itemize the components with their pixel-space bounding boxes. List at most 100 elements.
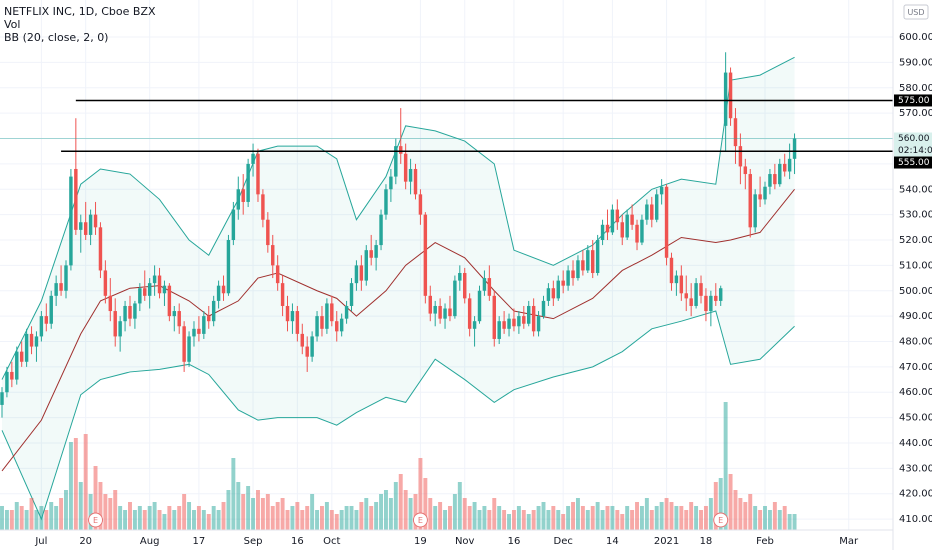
candle-body	[723, 72, 728, 126]
volume-bar	[733, 490, 738, 530]
candle-body	[93, 214, 98, 228]
candle-body	[428, 295, 432, 314]
currency-box[interactable]	[903, 4, 929, 20]
volume-bar	[201, 510, 206, 530]
candle-body	[605, 224, 610, 233]
volume-bar	[19, 506, 24, 530]
candle-body	[266, 219, 270, 246]
y-tick-label: 480.00	[899, 336, 932, 347]
y-tick-label: 430.00	[899, 463, 932, 474]
volume-bar	[674, 506, 679, 530]
candle-body	[69, 176, 73, 266]
candle-body	[590, 250, 595, 273]
volume-bar	[83, 434, 88, 530]
x-tick-label: Dec	[554, 536, 573, 547]
candle-body	[763, 186, 767, 200]
candle-body	[610, 209, 615, 233]
y-tick-label: 600.00	[899, 32, 932, 43]
y-tick-label: 490.00	[899, 311, 932, 322]
volume-bar	[182, 494, 187, 530]
volume-bar	[44, 510, 49, 530]
candle-body	[699, 283, 703, 296]
y-tick-label: 510.00	[899, 260, 932, 271]
volume-bar	[644, 498, 649, 530]
x-tick-label: Feb	[756, 536, 774, 547]
volume-bar	[398, 474, 403, 530]
level-label-box	[894, 94, 932, 107]
volume-bar	[142, 510, 147, 530]
volume-bar	[275, 502, 280, 530]
volume-bar	[265, 494, 270, 530]
volume-bar	[73, 438, 78, 530]
volume-bar	[320, 506, 324, 530]
chart-title: NETFLIX INC, 1D, Cboe BZX	[4, 5, 156, 18]
volume-bar	[571, 502, 575, 530]
volume-bar	[748, 494, 753, 530]
candle-body	[162, 285, 167, 294]
event-marker	[412, 512, 428, 528]
y-tick-label: 440.00	[899, 438, 932, 449]
y-tick-label: 540.00	[899, 184, 932, 195]
candle-body	[477, 290, 482, 322]
candle-body	[438, 305, 442, 319]
candle-body	[44, 316, 49, 324]
volume-bar	[295, 502, 300, 530]
candle-body	[310, 336, 314, 357]
volume-bar	[147, 506, 152, 530]
volume-bar	[206, 514, 211, 530]
candle-body	[595, 240, 600, 273]
event-label: E	[718, 516, 723, 525]
y-tick-label: 570.00	[899, 108, 932, 119]
candle-body	[211, 300, 216, 322]
volume-bar	[763, 506, 767, 530]
candle-body	[576, 260, 580, 279]
candle-body	[344, 305, 349, 319]
candle-body	[399, 146, 403, 154]
candle-body	[778, 163, 782, 185]
volume-bar	[777, 510, 782, 530]
volume-bar	[132, 510, 137, 530]
volume-bar	[684, 510, 689, 530]
candle-body	[625, 214, 629, 238]
volume-bar	[718, 478, 723, 530]
volume-bar	[374, 502, 379, 530]
candle-body	[275, 265, 280, 284]
volume-bar	[413, 494, 418, 530]
candle-body	[615, 209, 620, 223]
x-tick-label: 19	[414, 536, 427, 547]
volume-bar	[679, 506, 684, 530]
y-tick-label: 580.00	[899, 83, 932, 94]
volume-bar	[216, 510, 221, 530]
x-tick-label: 18	[700, 536, 713, 547]
volume-bar	[196, 506, 201, 530]
y-tick-label: 500.00	[899, 286, 932, 297]
volume-bar	[9, 510, 14, 530]
volume-bar	[39, 506, 44, 530]
candle-body	[349, 283, 354, 306]
volume-bar	[344, 506, 349, 530]
candle-body	[226, 240, 231, 294]
volume-bar	[324, 502, 329, 530]
volume-bar	[467, 506, 472, 530]
candle-body	[138, 288, 142, 304]
volume-bar	[354, 510, 359, 530]
candle-body	[679, 275, 684, 294]
candle-body	[177, 311, 181, 327]
candle-body	[482, 278, 487, 291]
volume-bar	[14, 502, 19, 530]
candle-body	[241, 189, 245, 202]
candle-body	[192, 328, 196, 337]
volume-bar	[285, 510, 290, 530]
volume-bar	[482, 506, 487, 530]
candle-body	[64, 265, 68, 291]
indicator-label: BB (20, close, 2, 0)	[4, 31, 108, 44]
volume-bar	[541, 502, 546, 530]
volume-bar	[137, 506, 142, 530]
candle-body	[83, 222, 88, 235]
candle-body	[231, 209, 236, 241]
candle-body	[103, 270, 108, 296]
candle-body	[98, 227, 103, 271]
volume-bar	[772, 502, 777, 530]
volume-bar	[694, 506, 699, 530]
